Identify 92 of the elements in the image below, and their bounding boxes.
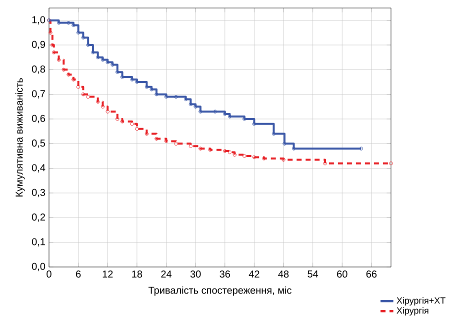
point — [223, 112, 227, 116]
x-tick-label: 66 — [366, 270, 377, 278]
point — [91, 50, 95, 54]
point — [188, 102, 193, 106]
point — [130, 122, 134, 126]
point — [262, 156, 266, 160]
point — [100, 58, 105, 62]
x-tick-label: 18 — [132, 270, 142, 278]
legend-label: Хірургія — [396, 307, 428, 316]
point — [154, 136, 158, 141]
point — [76, 85, 80, 89]
y-axis-title: Кумулятивна виживаність — [15, 78, 25, 196]
point — [208, 148, 212, 152]
x-tick-label: 24 — [161, 270, 172, 278]
y-tick-label: 0,7 — [32, 90, 45, 98]
point — [228, 114, 232, 118]
y-tick-label: 1,0 — [32, 16, 46, 24]
point — [48, 30, 52, 35]
point — [242, 154, 246, 158]
point — [76, 30, 80, 35]
point — [252, 122, 256, 126]
point — [144, 132, 149, 136]
point — [164, 94, 168, 99]
y-tick-label: 0,1 — [32, 238, 45, 246]
point — [106, 60, 110, 64]
x-tick-label: 54 — [308, 270, 318, 278]
point — [81, 92, 86, 96]
point — [110, 62, 114, 67]
point — [389, 162, 393, 166]
point — [164, 139, 168, 144]
point — [50, 43, 54, 47]
point — [282, 142, 286, 146]
point — [96, 55, 100, 60]
legend-label: Хірургія+ХТ — [396, 297, 446, 306]
point — [252, 155, 256, 160]
point — [323, 162, 327, 166]
y-tick-label: 0,4 — [32, 164, 46, 172]
point — [150, 88, 154, 92]
point — [72, 23, 76, 28]
point — [174, 142, 178, 146]
point — [66, 20, 70, 25]
x-tick-label: 12 — [102, 270, 113, 278]
point — [62, 68, 66, 72]
point — [188, 144, 193, 148]
x-axis-title: Тривалість спостереження, міс — [148, 286, 292, 296]
point — [223, 149, 227, 153]
point — [135, 127, 139, 131]
point — [198, 146, 202, 150]
y-tick-label: 0,2 — [32, 214, 45, 222]
y-tick-label: 0,5 — [32, 140, 46, 148]
point — [106, 110, 110, 114]
point — [194, 104, 198, 109]
point — [144, 85, 149, 89]
x-tick-label: 48 — [278, 270, 289, 278]
point — [282, 158, 286, 162]
point — [96, 100, 100, 104]
point — [116, 70, 120, 74]
point — [86, 94, 90, 99]
point — [130, 78, 134, 82]
point — [100, 104, 105, 109]
x-tick-label: 60 — [337, 270, 348, 278]
point — [120, 75, 124, 79]
point — [198, 110, 202, 114]
point — [213, 110, 217, 114]
point — [292, 146, 296, 150]
y-tick-label: 0,9 — [32, 40, 46, 50]
point — [66, 72, 70, 76]
point — [86, 43, 90, 47]
x-tick-label: 30 — [190, 270, 201, 278]
y-tick-label: 0,8 — [32, 66, 46, 74]
y-tick-label: 0,0 — [32, 262, 46, 272]
point — [52, 50, 56, 54]
point — [228, 150, 232, 154]
point — [116, 117, 120, 121]
x-tick-label: 6 — [76, 270, 81, 278]
x-tick-label: 36 — [220, 270, 230, 278]
point — [272, 132, 276, 136]
point — [242, 117, 246, 121]
y-tick-label: 0,6 — [32, 114, 46, 124]
point — [174, 94, 178, 99]
point — [359, 146, 364, 150]
point — [232, 152, 237, 157]
point — [120, 120, 124, 124]
point — [81, 36, 86, 40]
point — [56, 58, 61, 62]
point — [184, 97, 188, 102]
y-tick-label: 0,3 — [32, 188, 46, 198]
x-tick-label: 42 — [248, 270, 260, 278]
point — [56, 20, 61, 25]
point — [72, 78, 76, 82]
point — [135, 80, 139, 84]
x-tick-label: 0 — [46, 270, 52, 278]
